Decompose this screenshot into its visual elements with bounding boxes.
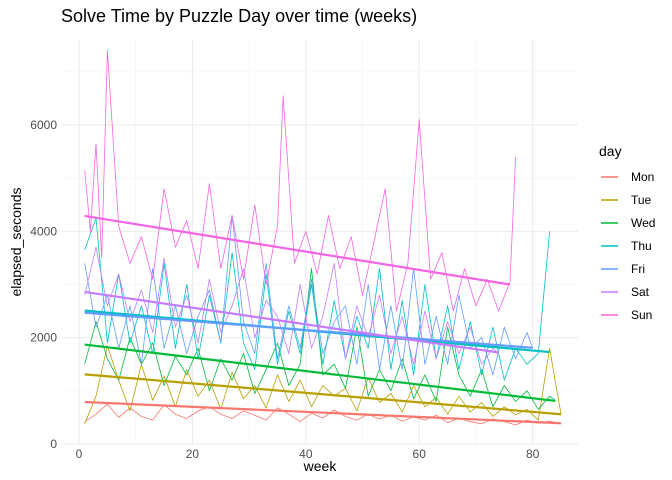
x-axis-title: week — [303, 458, 338, 474]
trend-line-tue — [84, 373, 562, 416]
trend-line-wed — [84, 343, 556, 403]
series-line-thu — [84, 217, 550, 381]
series-line-fri — [84, 214, 533, 376]
legend-label-sat: Sat — [631, 285, 650, 299]
legend-label-thu: Thu — [631, 239, 652, 253]
y-axis-title: elapsed_seconds — [8, 188, 24, 297]
legend-label-tue: Tue — [631, 193, 652, 207]
x-tick-label: 40 — [299, 447, 313, 461]
y-tick-label: 6000 — [30, 118, 57, 132]
series-line-sat — [84, 246, 499, 365]
y-tick-label: 0 — [50, 437, 57, 451]
trend-line-sun — [84, 214, 511, 286]
series-line-tue — [84, 345, 562, 424]
x-tick-label: 0 — [76, 447, 83, 461]
y-tick-label: 2000 — [30, 331, 57, 345]
x-tick-label: 20 — [186, 447, 200, 461]
x-tick-label: 60 — [413, 447, 427, 461]
legend-title: day — [599, 143, 622, 159]
legend-label-fri: Fri — [631, 262, 645, 276]
trend-line-sat — [84, 290, 499, 354]
x-tick-label: 80 — [526, 447, 540, 461]
chart-title: Solve Time by Puzzle Day over time (week… — [61, 6, 418, 26]
trend-line-fri — [84, 311, 533, 349]
series-line-wed — [84, 268, 556, 410]
y-tick-label: 4000 — [30, 224, 57, 238]
legend-label-wed: Wed — [631, 216, 655, 230]
trend-line-mon — [84, 400, 562, 425]
legend-label-mon: Mon — [631, 170, 654, 184]
legend-label-sun: Sun — [631, 308, 652, 322]
series-line-sun — [84, 50, 516, 312]
